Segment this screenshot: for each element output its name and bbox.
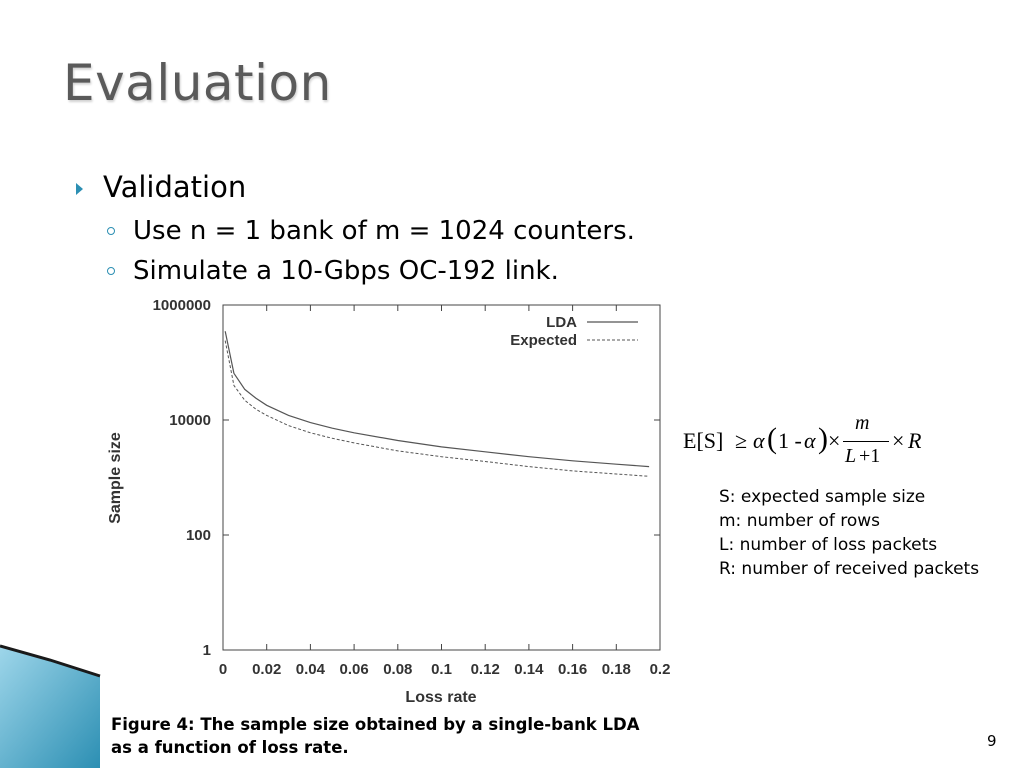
corner-decoration <box>0 644 101 768</box>
formula-times-1: × <box>828 428 841 453</box>
sample-size-chart: 1 100 10000 1000000 0 0.02 0.04 0.06 0.08 0.1 0.1… <box>107 297 671 706</box>
sub-bullet-text: Use n = 1 bank of m = 1024 counters. <box>133 216 635 246</box>
y-tick-label: 100 <box>186 527 211 544</box>
formula-r: R <box>908 428 922 453</box>
y-axis-label: Sample size <box>107 432 124 524</box>
definition-m: m: number of rows <box>719 511 881 531</box>
legend-label-expected: Expected <box>510 332 577 349</box>
x-tick-label: 0 <box>219 661 227 678</box>
y-ticks: 1 100 10000 1000000 <box>153 297 660 659</box>
formula-alpha: α <box>753 428 765 453</box>
caption-line-1: Figure 4: The sample size obtained by a … <box>111 715 640 734</box>
formula-one-minus: 1 - <box>778 428 802 453</box>
x-ticks: 0 0.02 0.04 0.06 0.08 0.1 0.12 0.14 0.16 0.18 0.2 <box>219 305 671 678</box>
formula-open-paren: ( <box>767 422 777 455</box>
sample-size-formula: E[S] ≥ α ( 1 - α ) × m L +1 × R <box>683 412 933 474</box>
formula-denominator-l: L <box>845 445 857 467</box>
formula-times-2: × <box>892 428 905 453</box>
x-tick-label: 0.02 <box>252 661 281 678</box>
x-tick-label: 0.18 <box>602 661 631 678</box>
formula-denominator-rest: +1 <box>859 445 881 467</box>
x-tick-label: 0.04 <box>296 661 326 678</box>
y-tick-label: 1000000 <box>153 297 211 314</box>
circle-bullet-icon <box>107 227 115 235</box>
definition-s: S: expected sample size <box>719 487 926 507</box>
y-tick-label: 10000 <box>169 412 211 429</box>
formula-lhs: E[S] <box>683 428 724 453</box>
slide-title: Evaluation <box>63 54 332 112</box>
formula-alpha-2: α <box>804 428 816 453</box>
formula-numerator: m <box>855 412 870 434</box>
chart-legend: LDA Expected <box>510 314 638 349</box>
decoration-edge <box>0 644 101 678</box>
y-tick-label: 1 <box>203 642 211 659</box>
x-tick-label: 0.14 <box>514 661 544 678</box>
x-tick-label: 0.08 <box>383 661 412 678</box>
series-line-lda <box>224 331 650 468</box>
formula-fraction-bar <box>843 441 889 442</box>
triangle-bullet-icon <box>76 183 83 195</box>
series-line-expected <box>224 340 650 477</box>
definition-r: R: number of received packets <box>719 559 980 579</box>
sub-bullet-text: Simulate a 10-Gbps OC-192 link. <box>133 256 559 286</box>
x-axis-label: Loss rate <box>405 689 476 706</box>
legend-label-lda: LDA <box>546 314 577 331</box>
variable-definitions: S: expected sample size m: number of row… <box>719 485 979 581</box>
definition-l: L: number of loss packets <box>719 535 938 555</box>
x-tick-label: 0.16 <box>558 661 587 678</box>
x-tick-label: 0.1 <box>431 661 452 678</box>
formula-close-paren: ) <box>818 422 828 455</box>
x-tick-label: 0.12 <box>471 661 500 678</box>
formula-geq: ≥ <box>735 428 748 453</box>
bullet-text: Validation <box>103 170 247 204</box>
series-group <box>224 331 650 477</box>
caption-line-2: as a function of loss rate. <box>111 738 349 757</box>
plot-frame <box>222 304 661 651</box>
page-number: 9 <box>987 732 997 750</box>
decoration-wave <box>0 646 100 768</box>
circle-bullet-icon <box>107 267 115 275</box>
figure-caption: Figure 4: The sample size obtained by a … <box>111 713 640 759</box>
x-tick-label: 0.06 <box>339 661 368 678</box>
x-tick-label: 0.2 <box>650 661 671 678</box>
